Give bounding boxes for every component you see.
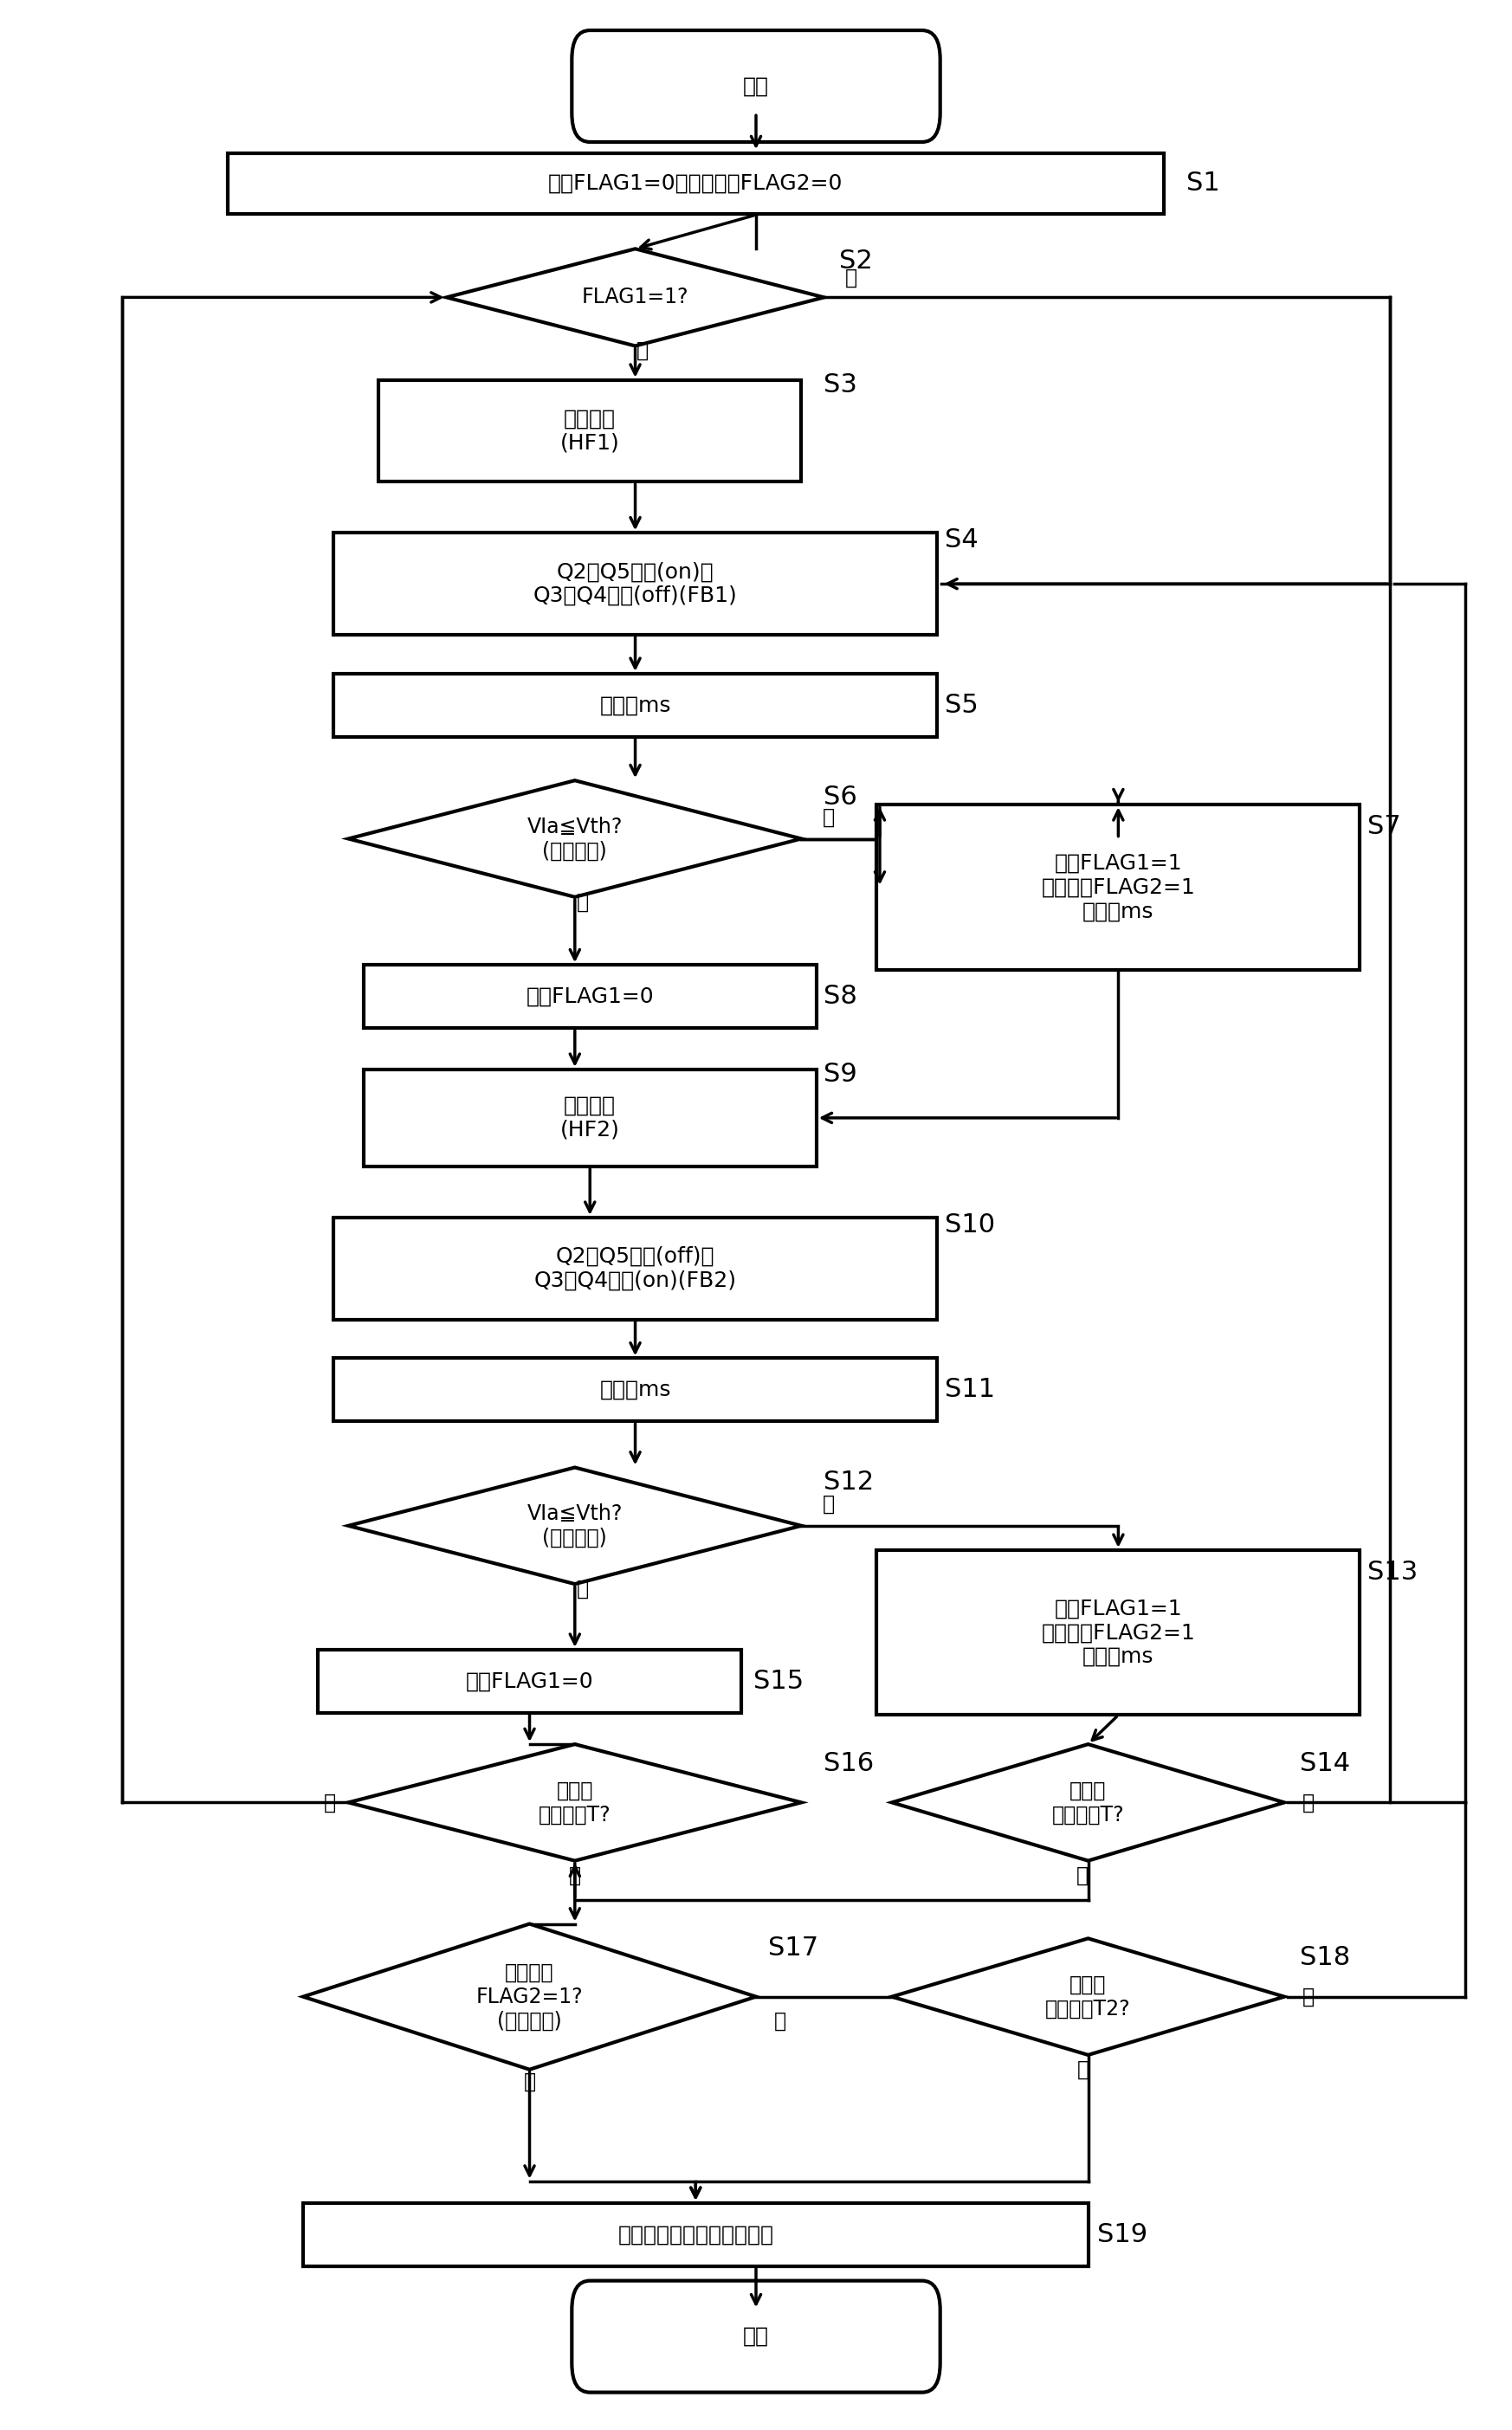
Text: 否: 否 — [1302, 1985, 1315, 2007]
Text: Q2、Q5导通(on)，
Q3、Q4关断(off)(FB1): Q2、Q5导通(on)， Q3、Q4关断(off)(FB1) — [534, 561, 738, 605]
Text: S18: S18 — [1299, 1946, 1350, 1971]
Text: VIa≦Vth?
(点亮判别): VIa≦Vth? (点亮判别) — [528, 1504, 623, 1548]
Text: 开始: 开始 — [742, 75, 770, 97]
Text: S9: S9 — [824, 1062, 857, 1086]
Text: Q2、Q5关断(off)，
Q3、Q4导通(on)(FB2): Q2、Q5关断(off)， Q3、Q4导通(on)(FB2) — [534, 1247, 736, 1290]
Text: 待机数ms: 待机数ms — [600, 1380, 671, 1400]
Polygon shape — [348, 1468, 801, 1584]
Text: S4: S4 — [945, 527, 978, 552]
Polygon shape — [892, 1939, 1284, 2056]
Polygon shape — [302, 1925, 756, 2070]
Text: 点亮FLAG1=1
点亮历史FLAG2=1
待机数ms: 点亮FLAG1=1 点亮历史FLAG2=1 待机数ms — [1042, 853, 1196, 921]
FancyBboxPatch shape — [363, 965, 816, 1028]
Text: S16: S16 — [824, 1752, 874, 1776]
Polygon shape — [892, 1745, 1284, 1861]
Text: 是: 是 — [823, 807, 835, 826]
Text: 经过了
规定期间T?: 经过了 规定期间T? — [1052, 1781, 1125, 1825]
Text: 待机数ms: 待机数ms — [600, 695, 671, 714]
Text: FLAG1=1?: FLAG1=1? — [582, 287, 688, 309]
Text: 是: 是 — [569, 1864, 581, 1886]
FancyBboxPatch shape — [228, 153, 1164, 214]
Text: S7: S7 — [1367, 814, 1402, 838]
Text: 是: 是 — [774, 2010, 786, 2031]
Text: 点亮FLAG1=0: 点亮FLAG1=0 — [466, 1672, 594, 1691]
Text: 否: 否 — [576, 1580, 588, 1599]
FancyBboxPatch shape — [333, 532, 937, 634]
Text: S8: S8 — [824, 984, 857, 1008]
Text: 是: 是 — [1078, 2058, 1090, 2080]
Text: S12: S12 — [824, 1470, 874, 1494]
Text: 点亮FLAG1=1
点亮历史FLAG2=1
待机数ms: 点亮FLAG1=1 点亮历史FLAG2=1 待机数ms — [1042, 1599, 1196, 1667]
Text: 点亮FLAG1=0，点亮历史FLAG2=0: 点亮FLAG1=0，点亮历史FLAG2=0 — [549, 173, 844, 194]
Text: S19: S19 — [1098, 2221, 1148, 2248]
FancyBboxPatch shape — [333, 1217, 937, 1319]
Text: S6: S6 — [824, 785, 857, 809]
Text: 高频动作
(HF1): 高频动作 (HF1) — [559, 408, 620, 454]
Text: S15: S15 — [753, 1669, 803, 1694]
Polygon shape — [348, 780, 801, 897]
Text: S14: S14 — [1299, 1752, 1350, 1776]
Text: 开始通常的矩形波低频点亮: 开始通常的矩形波低频点亮 — [618, 2223, 774, 2245]
Text: S1: S1 — [1187, 170, 1220, 197]
FancyBboxPatch shape — [877, 804, 1359, 970]
FancyBboxPatch shape — [378, 379, 801, 481]
FancyBboxPatch shape — [333, 673, 937, 736]
Text: 高频动作
(HF2): 高频动作 (HF2) — [559, 1096, 620, 1140]
Text: 否: 否 — [576, 892, 588, 911]
Text: 经过了
规定期间T?: 经过了 规定期间T? — [538, 1781, 611, 1825]
Text: S11: S11 — [945, 1378, 995, 1402]
FancyBboxPatch shape — [363, 1069, 816, 1166]
Text: 点亮历史
FLAG2=1?
(点亮判别): 点亮历史 FLAG2=1? (点亮判别) — [476, 1961, 584, 2031]
Text: S2: S2 — [839, 248, 872, 275]
FancyBboxPatch shape — [572, 2282, 940, 2394]
FancyBboxPatch shape — [877, 1550, 1359, 1716]
Text: 是: 是 — [845, 267, 857, 289]
FancyBboxPatch shape — [302, 2204, 1089, 2267]
Text: S13: S13 — [1367, 1560, 1418, 1584]
Text: 是: 是 — [1077, 1864, 1089, 1886]
Text: 否: 否 — [324, 1791, 336, 1813]
Text: S10: S10 — [945, 1213, 995, 1237]
FancyBboxPatch shape — [318, 1650, 741, 1713]
Text: 结束: 结束 — [742, 2326, 770, 2347]
Polygon shape — [446, 248, 824, 345]
Text: 否: 否 — [1302, 1791, 1315, 1813]
FancyBboxPatch shape — [572, 29, 940, 141]
FancyBboxPatch shape — [333, 1358, 937, 1422]
Text: S5: S5 — [945, 693, 978, 717]
Text: 否: 否 — [637, 340, 649, 362]
Polygon shape — [348, 1745, 801, 1861]
Text: 否: 否 — [523, 2070, 535, 2092]
Text: S17: S17 — [768, 1937, 818, 1961]
Text: 是: 是 — [823, 1494, 835, 1514]
Text: 经过了
规定期间T2?: 经过了 规定期间T2? — [1045, 1973, 1131, 2019]
Text: VIa≦Vth?
(点亮判别): VIa≦Vth? (点亮判别) — [528, 816, 623, 860]
Text: S3: S3 — [824, 372, 857, 399]
Text: 点亮FLAG1=0: 点亮FLAG1=0 — [526, 987, 653, 1006]
